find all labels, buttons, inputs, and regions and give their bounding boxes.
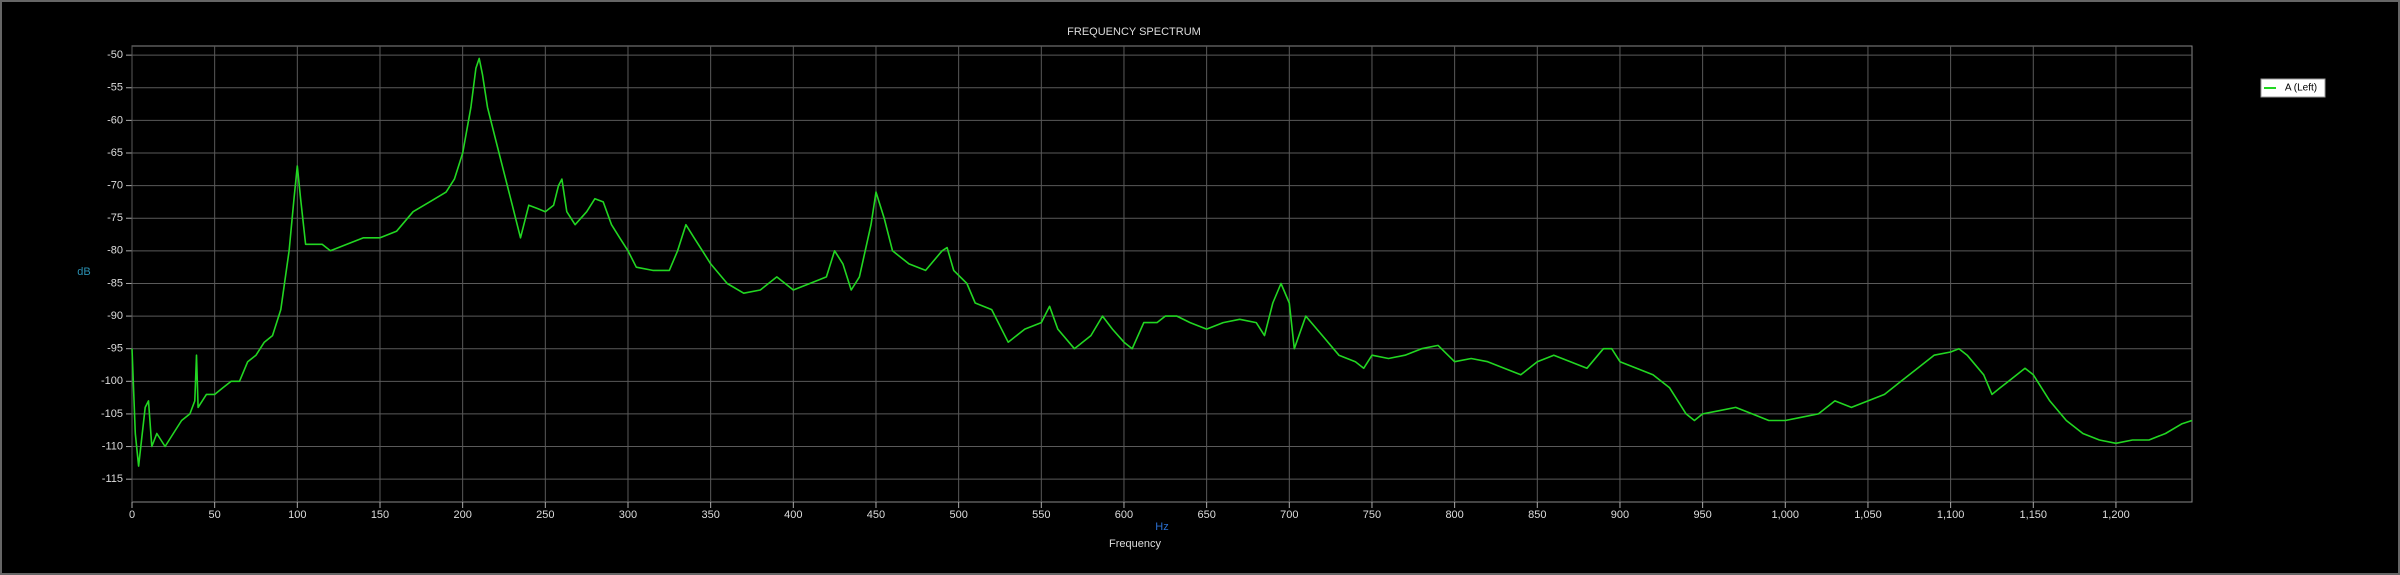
legend-label: A (Left) — [2285, 83, 2317, 94]
x-tick-label: 700 — [1280, 509, 1298, 521]
spectrum-line — [131, 57, 2193, 467]
x-tick-label: 0 — [129, 509, 135, 521]
y-tick-label: -60 — [107, 114, 123, 126]
x-tick-label: 1,000 — [1772, 509, 1800, 521]
x-tick-label: 850 — [1528, 509, 1546, 521]
y-tick-label: -70 — [107, 180, 123, 192]
x-tick-label: 200 — [453, 509, 471, 521]
chart-title: FREQUENCY SPECTRUM — [1067, 26, 1201, 38]
y-tick-label: -115 — [102, 473, 123, 485]
y-unit: dB — [77, 266, 90, 278]
x-tick-label: 600 — [1115, 509, 1133, 521]
y-tick-label: -95 — [107, 343, 123, 355]
legend-box — [2260, 78, 2326, 98]
y-tick-label: -80 — [107, 245, 123, 257]
y-tick-label: -55 — [107, 82, 123, 94]
x-tick-label: 300 — [619, 509, 637, 521]
x-tick-label: 1,100 — [1937, 509, 1965, 521]
y-tick-label: -85 — [107, 277, 123, 289]
x-tick-label: 50 — [209, 509, 221, 521]
x-axis-label: Frequency — [1109, 538, 1161, 550]
x-tick-label: 1,150 — [2020, 509, 2048, 521]
x-tick-label: 500 — [949, 509, 967, 521]
x-tick-label: 250 — [536, 509, 554, 521]
y-tick-label: -105 — [101, 408, 123, 420]
y-tick-label: -90 — [107, 310, 123, 322]
x-tick-label: 100 — [288, 509, 306, 521]
x-tick-label: 450 — [867, 509, 885, 521]
y-tick-label: -65 — [107, 147, 123, 159]
x-tick-label: 350 — [701, 509, 719, 521]
y-tick-label: -110 — [102, 440, 123, 452]
x-tick-label: 150 — [371, 509, 389, 521]
y-tick-label: -100 — [101, 375, 123, 387]
x-unit: Hz — [1155, 521, 1168, 533]
x-tick-label: 650 — [1197, 509, 1215, 521]
x-tick-label: 900 — [1611, 509, 1629, 521]
x-tick-label: 550 — [1032, 509, 1050, 521]
x-tick-label: 750 — [1363, 509, 1381, 521]
y-tick-label: -75 — [107, 212, 123, 224]
x-tick-label: 800 — [1445, 509, 1463, 521]
x-tick-label: 1,200 — [2102, 509, 2130, 521]
x-tick-label: 950 — [1693, 509, 1711, 521]
plot-area — [131, 45, 2193, 503]
x-tick-label: 1,050 — [1854, 509, 1882, 521]
y-tick-label: -50 — [107, 49, 123, 61]
x-tick-label: 400 — [784, 509, 802, 521]
